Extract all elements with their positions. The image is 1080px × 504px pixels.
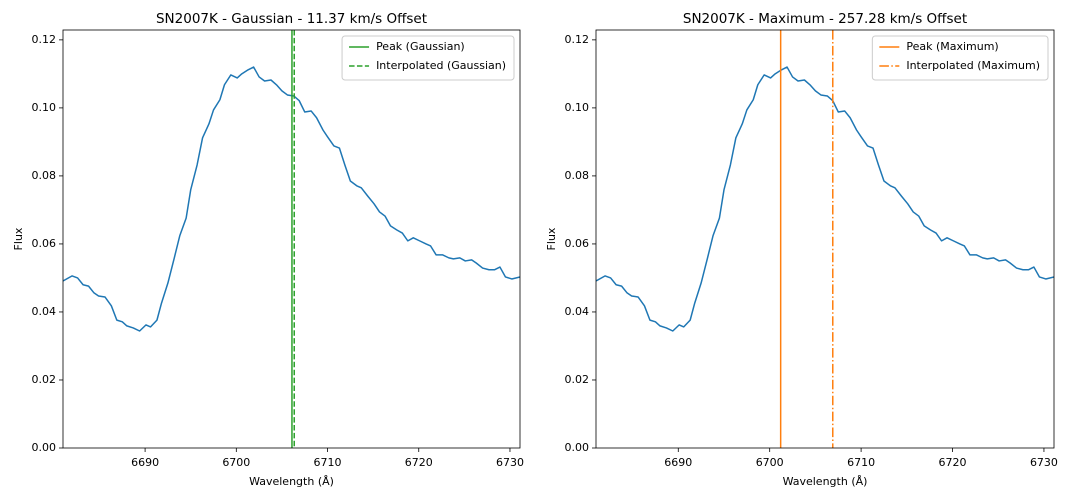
y-tick-label: 0.08 — [565, 169, 590, 182]
y-tick-label: 0.02 — [565, 373, 590, 386]
x-tick-label: 6690 — [131, 456, 159, 469]
legend: Peak (Maximum) Interpolated (Maximum) — [871, 35, 1049, 81]
y-tick-label: 0.02 — [32, 373, 57, 386]
y-tick-label: 0.08 — [32, 169, 57, 182]
x-tick-label: 6720 — [405, 456, 433, 469]
y-tick-label: 0.12 — [565, 33, 590, 46]
plot-area — [63, 30, 520, 448]
legend: Peak (Gaussian) Interpolated (Gaussian) — [341, 35, 515, 81]
y-tick-label: 0.12 — [32, 33, 57, 46]
legend-label: Interpolated (Maximum) — [906, 59, 1040, 72]
y-tick-label: 0.00 — [32, 441, 57, 454]
axes-frame — [595, 29, 1055, 449]
spectrum-line — [63, 66, 520, 332]
x-axis-label: Wavelength (Å) — [249, 475, 334, 488]
y-axis-label: Flux — [12, 227, 25, 250]
x-tick-label: 6730 — [1030, 456, 1058, 469]
legend-box — [341, 35, 515, 81]
legend-label: Peak (Maximum) — [906, 40, 998, 53]
axes-frame — [62, 29, 521, 449]
x-axis-label: Wavelength (Å) — [783, 475, 868, 488]
x-tick-label: 6700 — [222, 456, 250, 469]
y-tick-label: 0.04 — [32, 305, 57, 318]
y-tick-label: 0.00 — [565, 441, 590, 454]
legend-label: Peak (Gaussian) — [376, 40, 465, 53]
x-tick-label: 6710 — [314, 456, 342, 469]
x-tick-label: 6720 — [939, 456, 967, 469]
y-tick-label: 0.10 — [565, 101, 590, 114]
x-tick-label: 6730 — [496, 456, 524, 469]
y-tick-label: 0.04 — [565, 305, 590, 318]
chart-title: SN2007K - Maximum - 257.28 km/s Offset — [683, 11, 967, 27]
x-tick-label: 6710 — [847, 456, 875, 469]
y-tick-label: 0.06 — [565, 237, 590, 250]
chart-title: SN2007K - Gaussian - 11.37 km/s Offset — [156, 11, 427, 27]
spectrum-line — [596, 66, 1054, 332]
y-axis-label: Flux — [545, 227, 558, 250]
y-tick-label: 0.10 — [32, 101, 57, 114]
x-tick-label: 6690 — [664, 456, 692, 469]
x-tick-label: 6700 — [756, 456, 784, 469]
legend-label: Interpolated (Gaussian) — [376, 59, 506, 72]
legend-box — [871, 35, 1049, 81]
plot-area — [596, 30, 1054, 448]
y-tick-label: 0.06 — [32, 237, 57, 250]
